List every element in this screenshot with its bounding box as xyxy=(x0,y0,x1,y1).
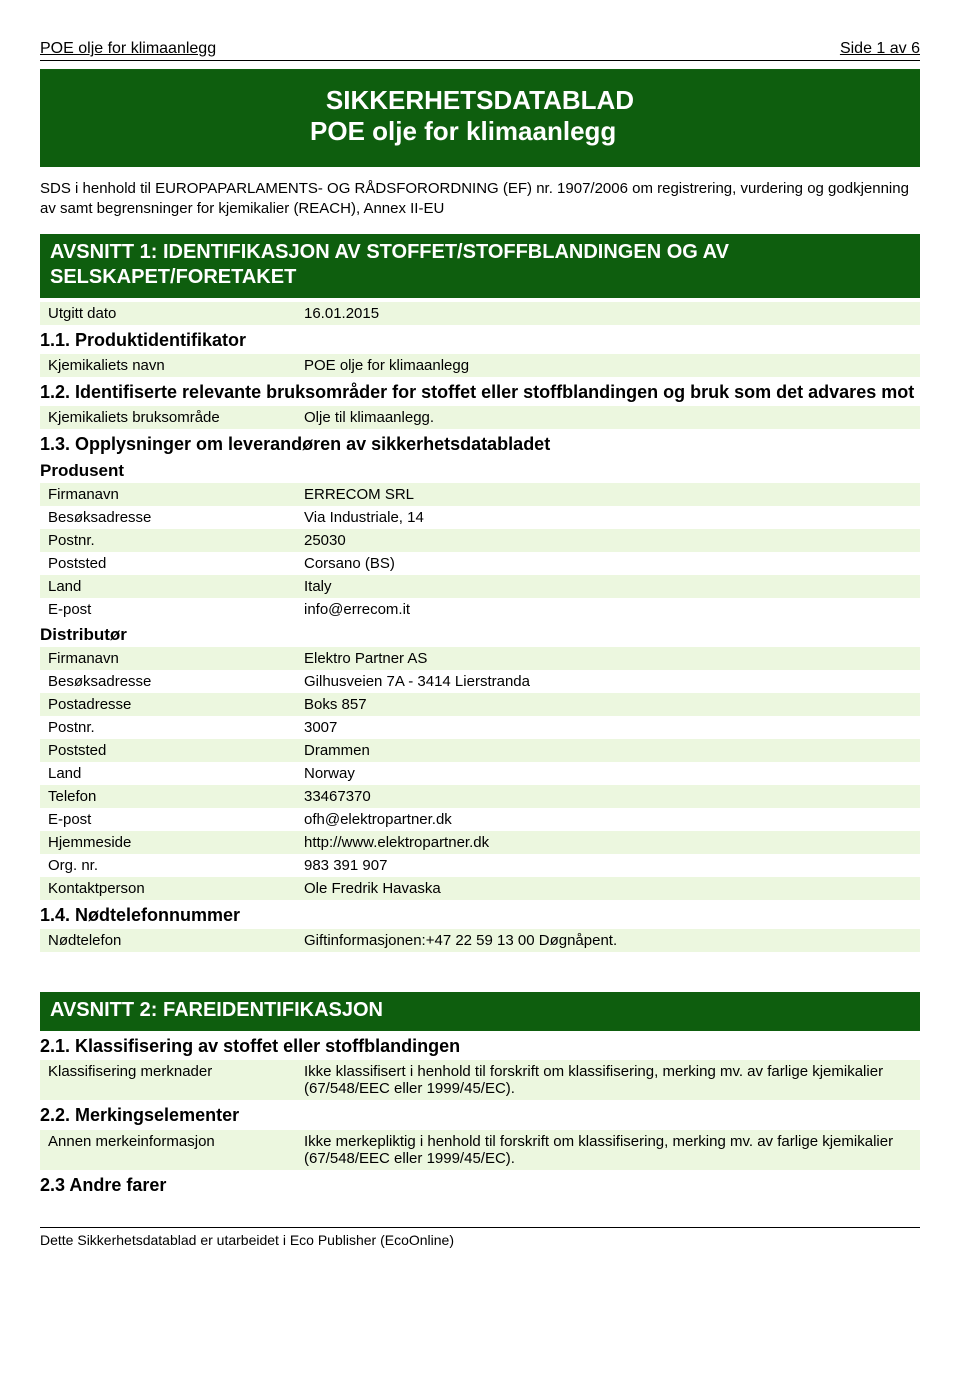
row-dist-orgnr: Org. nr. 983 391 907 xyxy=(40,854,920,877)
heading-1-3: 1.3. Opplysninger om leverandøren av sik… xyxy=(40,433,920,456)
row-prod-besok: Besøksadresse Via Industriale, 14 xyxy=(40,506,920,529)
label-prod-postnr: Postnr. xyxy=(40,531,300,550)
label-prod-besok: Besøksadresse xyxy=(40,508,300,527)
label-prod-poststed: Poststed xyxy=(40,554,300,573)
value-dist-postnr: 3007 xyxy=(300,718,920,737)
heading-produsent: Produsent xyxy=(40,461,920,481)
row-prod-postnr: Postnr. 25030 xyxy=(40,529,920,552)
label-dist-besok: Besøksadresse xyxy=(40,672,300,691)
heading-2-1: 2.1. Klassifisering av stoffet eller sto… xyxy=(40,1035,920,1058)
spacer xyxy=(40,952,920,980)
label-klassifisering: Klassifisering merknader xyxy=(40,1062,300,1098)
value-dist-kontakt: Ole Fredrik Havaska xyxy=(300,879,920,898)
label-nodtelefon: Nødtelefon xyxy=(40,931,300,950)
label-dist-hjemmeside: Hjemmeside xyxy=(40,833,300,852)
title-line2: POE olje for klimaanlegg xyxy=(310,116,900,147)
value-dist-poststed: Drammen xyxy=(300,741,920,760)
row-klassifisering: Klassifisering merknader Ikke klassifise… xyxy=(40,1060,920,1100)
label-kjemikaliets-navn: Kjemikaliets navn xyxy=(40,356,300,375)
value-prod-epost: info@errecom.it xyxy=(300,600,920,619)
title-banner: SIKKERHETSDATABLAD POE olje for klimaanl… xyxy=(40,69,920,167)
value-dist-telefon: 33467370 xyxy=(300,787,920,806)
heading-1-2: 1.2. Identifiserte relevante bruksområde… xyxy=(40,381,920,404)
label-dist-land: Land xyxy=(40,764,300,783)
value-dist-epost: ofh@elektropartner.dk xyxy=(300,810,920,829)
value-prod-besok: Via Industriale, 14 xyxy=(300,508,920,527)
label-utgitt-dato: Utgitt dato xyxy=(40,304,300,323)
value-nodtelefon: Giftinformasjonen:+47 22 59 13 00 Døgnåp… xyxy=(300,931,920,950)
row-bruksomrade: Kjemikaliets bruksområde Olje til klimaa… xyxy=(40,406,920,429)
header-product: POE olje for klimaanlegg xyxy=(40,40,216,58)
heading-2-3: 2.3 Andre farer xyxy=(40,1174,920,1197)
value-merkeinfo: Ikke merkepliktig i henhold til forskrif… xyxy=(300,1132,920,1168)
row-dist-firmanavn: Firmanavn Elektro Partner AS xyxy=(40,647,920,670)
label-dist-telefon: Telefon xyxy=(40,787,300,806)
heading-2-2: 2.2. Merkingselementer xyxy=(40,1104,920,1127)
section2-header: AVSNITT 2: FAREIDENTIFIKASJON xyxy=(40,992,920,1031)
row-prod-epost: E-post info@errecom.it xyxy=(40,598,920,621)
value-prod-land: Italy xyxy=(300,577,920,596)
value-utgitt-dato: 16.01.2015 xyxy=(300,304,920,323)
page: POE olje for klimaanlegg Side 1 av 6 SIK… xyxy=(0,0,960,1268)
value-prod-poststed: Corsano (BS) xyxy=(300,554,920,573)
value-bruksomrade: Olje til klimaanlegg. xyxy=(300,408,920,427)
value-dist-orgnr: 983 391 907 xyxy=(300,856,920,875)
value-dist-land: Norway xyxy=(300,764,920,783)
value-klassifisering: Ikke klassifisert i henhold til forskrif… xyxy=(300,1062,920,1098)
header-underline xyxy=(40,60,920,61)
label-prod-firmanavn: Firmanavn xyxy=(40,485,300,504)
row-dist-poststed: Poststed Drammen xyxy=(40,739,920,762)
label-prod-epost: E-post xyxy=(40,600,300,619)
row-prod-firmanavn: Firmanavn ERRECOM SRL xyxy=(40,483,920,506)
header-page-info: Side 1 av 6 xyxy=(840,40,920,58)
label-bruksomrade: Kjemikaliets bruksområde xyxy=(40,408,300,427)
row-dist-kontakt: Kontaktperson Ole Fredrik Havaska xyxy=(40,877,920,900)
value-prod-firmanavn: ERRECOM SRL xyxy=(300,485,920,504)
row-kjemikaliets-navn: Kjemikaliets navn POE olje for klimaanle… xyxy=(40,354,920,377)
label-prod-land: Land xyxy=(40,577,300,596)
value-kjemikaliets-navn: POE olje for klimaanlegg xyxy=(300,356,920,375)
label-dist-kontakt: Kontaktperson xyxy=(40,879,300,898)
row-dist-telefon: Telefon 33467370 xyxy=(40,785,920,808)
value-prod-postnr: 25030 xyxy=(300,531,920,550)
title-line1: SIKKERHETSDATABLAD xyxy=(220,85,740,116)
intro-text: SDS i henhold til EUROPAPARLAMENTS- OG R… xyxy=(40,179,920,220)
value-dist-besok: Gilhusveien 7A - 3414 Lierstranda xyxy=(300,672,920,691)
row-dist-land: Land Norway xyxy=(40,762,920,785)
row-dist-postnr: Postnr. 3007 xyxy=(40,716,920,739)
label-merkeinfo: Annen merkeinformasjon xyxy=(40,1132,300,1168)
label-dist-poststed: Poststed xyxy=(40,741,300,760)
row-nodtelefon: Nødtelefon Giftinformasjonen:+47 22 59 1… xyxy=(40,929,920,952)
heading-1-1: 1.1. Produktidentifikator xyxy=(40,329,920,352)
row-merkeinfo: Annen merkeinformasjon Ikke merkepliktig… xyxy=(40,1130,920,1170)
label-dist-postnr: Postnr. xyxy=(40,718,300,737)
heading-distributor: Distributør xyxy=(40,625,920,645)
row-dist-postadresse: Postadresse Boks 857 xyxy=(40,693,920,716)
value-dist-firmanavn: Elektro Partner AS xyxy=(300,649,920,668)
heading-1-4: 1.4. Nødtelefonnummer xyxy=(40,904,920,927)
row-utgitt-dato: Utgitt dato 16.01.2015 xyxy=(40,302,920,325)
value-dist-hjemmeside: http://www.elektropartner.dk xyxy=(300,833,920,852)
label-dist-firmanavn: Firmanavn xyxy=(40,649,300,668)
label-dist-orgnr: Org. nr. xyxy=(40,856,300,875)
row-prod-land: Land Italy xyxy=(40,575,920,598)
row-dist-hjemmeside: Hjemmeside http://www.elektropartner.dk xyxy=(40,831,920,854)
row-dist-epost: E-post ofh@elektropartner.dk xyxy=(40,808,920,831)
value-dist-postadresse: Boks 857 xyxy=(300,695,920,714)
header-row: POE olje for klimaanlegg Side 1 av 6 xyxy=(40,40,920,58)
row-prod-poststed: Poststed Corsano (BS) xyxy=(40,552,920,575)
row-dist-besok: Besøksadresse Gilhusveien 7A - 3414 Lier… xyxy=(40,670,920,693)
footer-text: Dette Sikkerhetsdatablad er utarbeidet i… xyxy=(40,1227,920,1248)
label-dist-epost: E-post xyxy=(40,810,300,829)
section1-header: AVSNITT 1: IDENTIFIKASJON AV STOFFET/STO… xyxy=(40,234,920,298)
label-dist-postadresse: Postadresse xyxy=(40,695,300,714)
